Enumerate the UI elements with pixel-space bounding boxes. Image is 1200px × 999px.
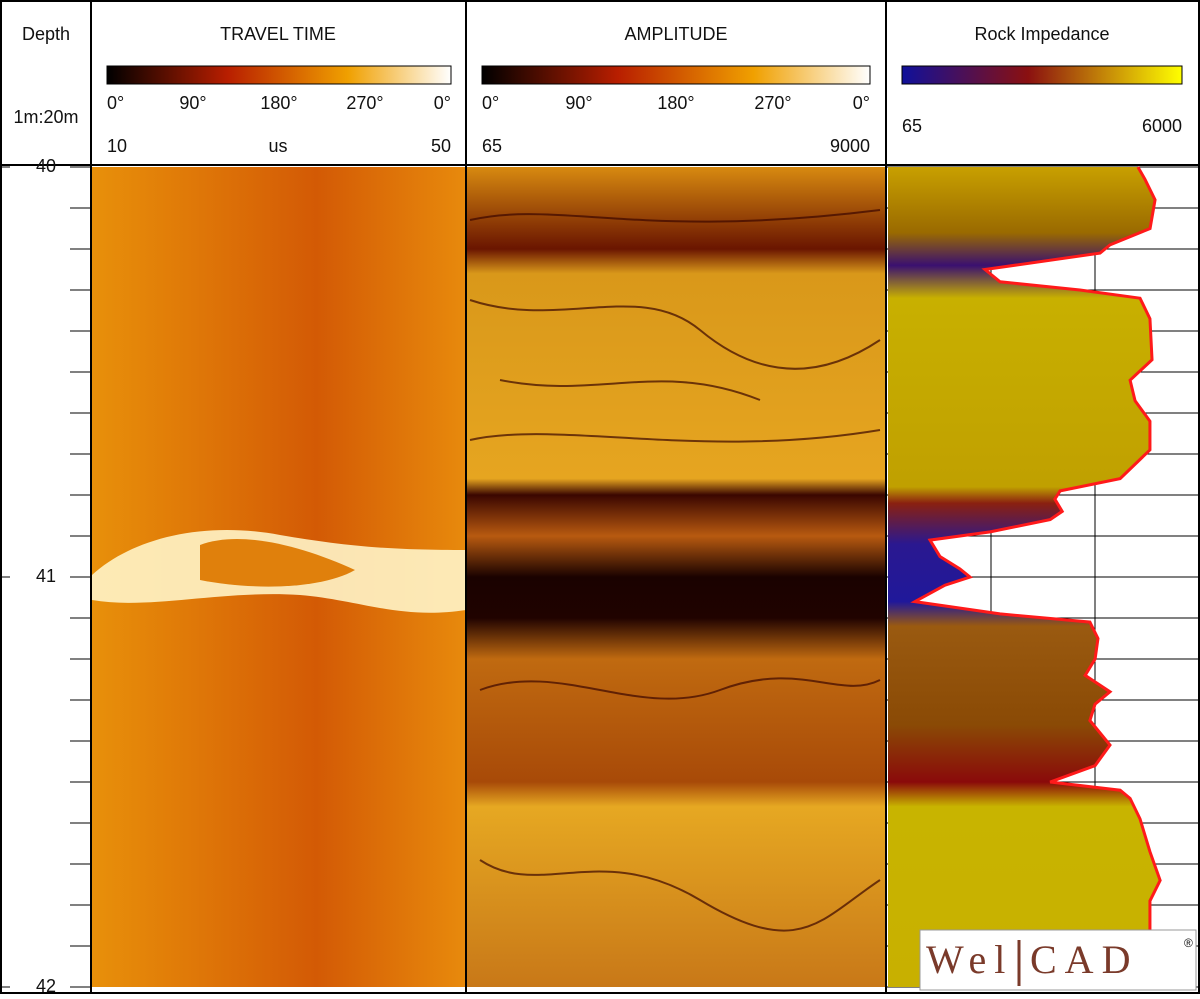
track-title: Rock Impedance xyxy=(974,24,1109,44)
depth-scale: 1m:20m xyxy=(13,107,78,127)
travel-time-colorbar xyxy=(106,65,452,85)
track-title: AMPLITUDE xyxy=(624,24,727,44)
depth-label: 41 xyxy=(36,566,56,586)
logo-box xyxy=(919,929,1197,991)
angle-label: 0° xyxy=(482,93,499,113)
logo-mark: ® xyxy=(1184,936,1193,950)
amplitude-image xyxy=(466,167,886,987)
depth-label: 40 xyxy=(36,156,56,176)
scale-min: 65 xyxy=(902,116,922,136)
amplitude-colorbar xyxy=(481,65,871,85)
impedance-fill xyxy=(888,167,1161,987)
angle-label: 90° xyxy=(565,93,592,113)
angle-label: 180° xyxy=(657,93,694,113)
impedance-curve xyxy=(910,166,1162,987)
angle-label: 90° xyxy=(179,93,206,113)
travel-time-feature xyxy=(200,539,355,587)
angle-label: 270° xyxy=(754,93,791,113)
logo-text: CAD xyxy=(1030,937,1138,982)
depth-label: 42 xyxy=(36,976,56,994)
angle-label: 0° xyxy=(107,93,124,113)
amplitude-texture xyxy=(469,209,881,932)
depth-title: Depth xyxy=(22,24,70,44)
angle-label: 270° xyxy=(346,93,383,113)
scale-max: 50 xyxy=(431,136,451,156)
angle-label: 180° xyxy=(260,93,297,113)
impedance-colorbar xyxy=(901,65,1183,85)
angle-label: 0° xyxy=(434,93,451,113)
dynamic-layer: 0° 90° 180° 270° 0° 0° 90° 180° 270° 0° 40 41 42 xyxy=(0,93,1198,996)
track-title: TRAVEL TIME xyxy=(220,24,336,44)
scale-min: 10 xyxy=(107,136,127,156)
scale-max: 9000 xyxy=(830,136,870,156)
scale-min: 65 xyxy=(482,136,502,156)
angle-label: 0° xyxy=(853,93,870,113)
scale-unit: us xyxy=(268,136,287,156)
scale-max: 6000 xyxy=(1142,116,1182,136)
logo-text: Wel xyxy=(926,937,1013,982)
